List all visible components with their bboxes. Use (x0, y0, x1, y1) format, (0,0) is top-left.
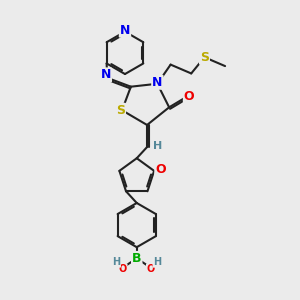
Text: O: O (155, 163, 166, 176)
Text: O: O (118, 264, 127, 274)
Text: S: S (116, 104, 125, 117)
Text: N: N (152, 76, 163, 89)
Text: H: H (153, 257, 161, 267)
Text: H: H (112, 257, 120, 267)
Text: H: H (153, 141, 162, 151)
Text: S: S (200, 51, 209, 64)
Text: N: N (120, 24, 130, 37)
Text: N: N (100, 68, 111, 81)
Text: B: B (132, 252, 142, 265)
Text: O: O (184, 91, 194, 103)
Text: O: O (147, 264, 155, 274)
